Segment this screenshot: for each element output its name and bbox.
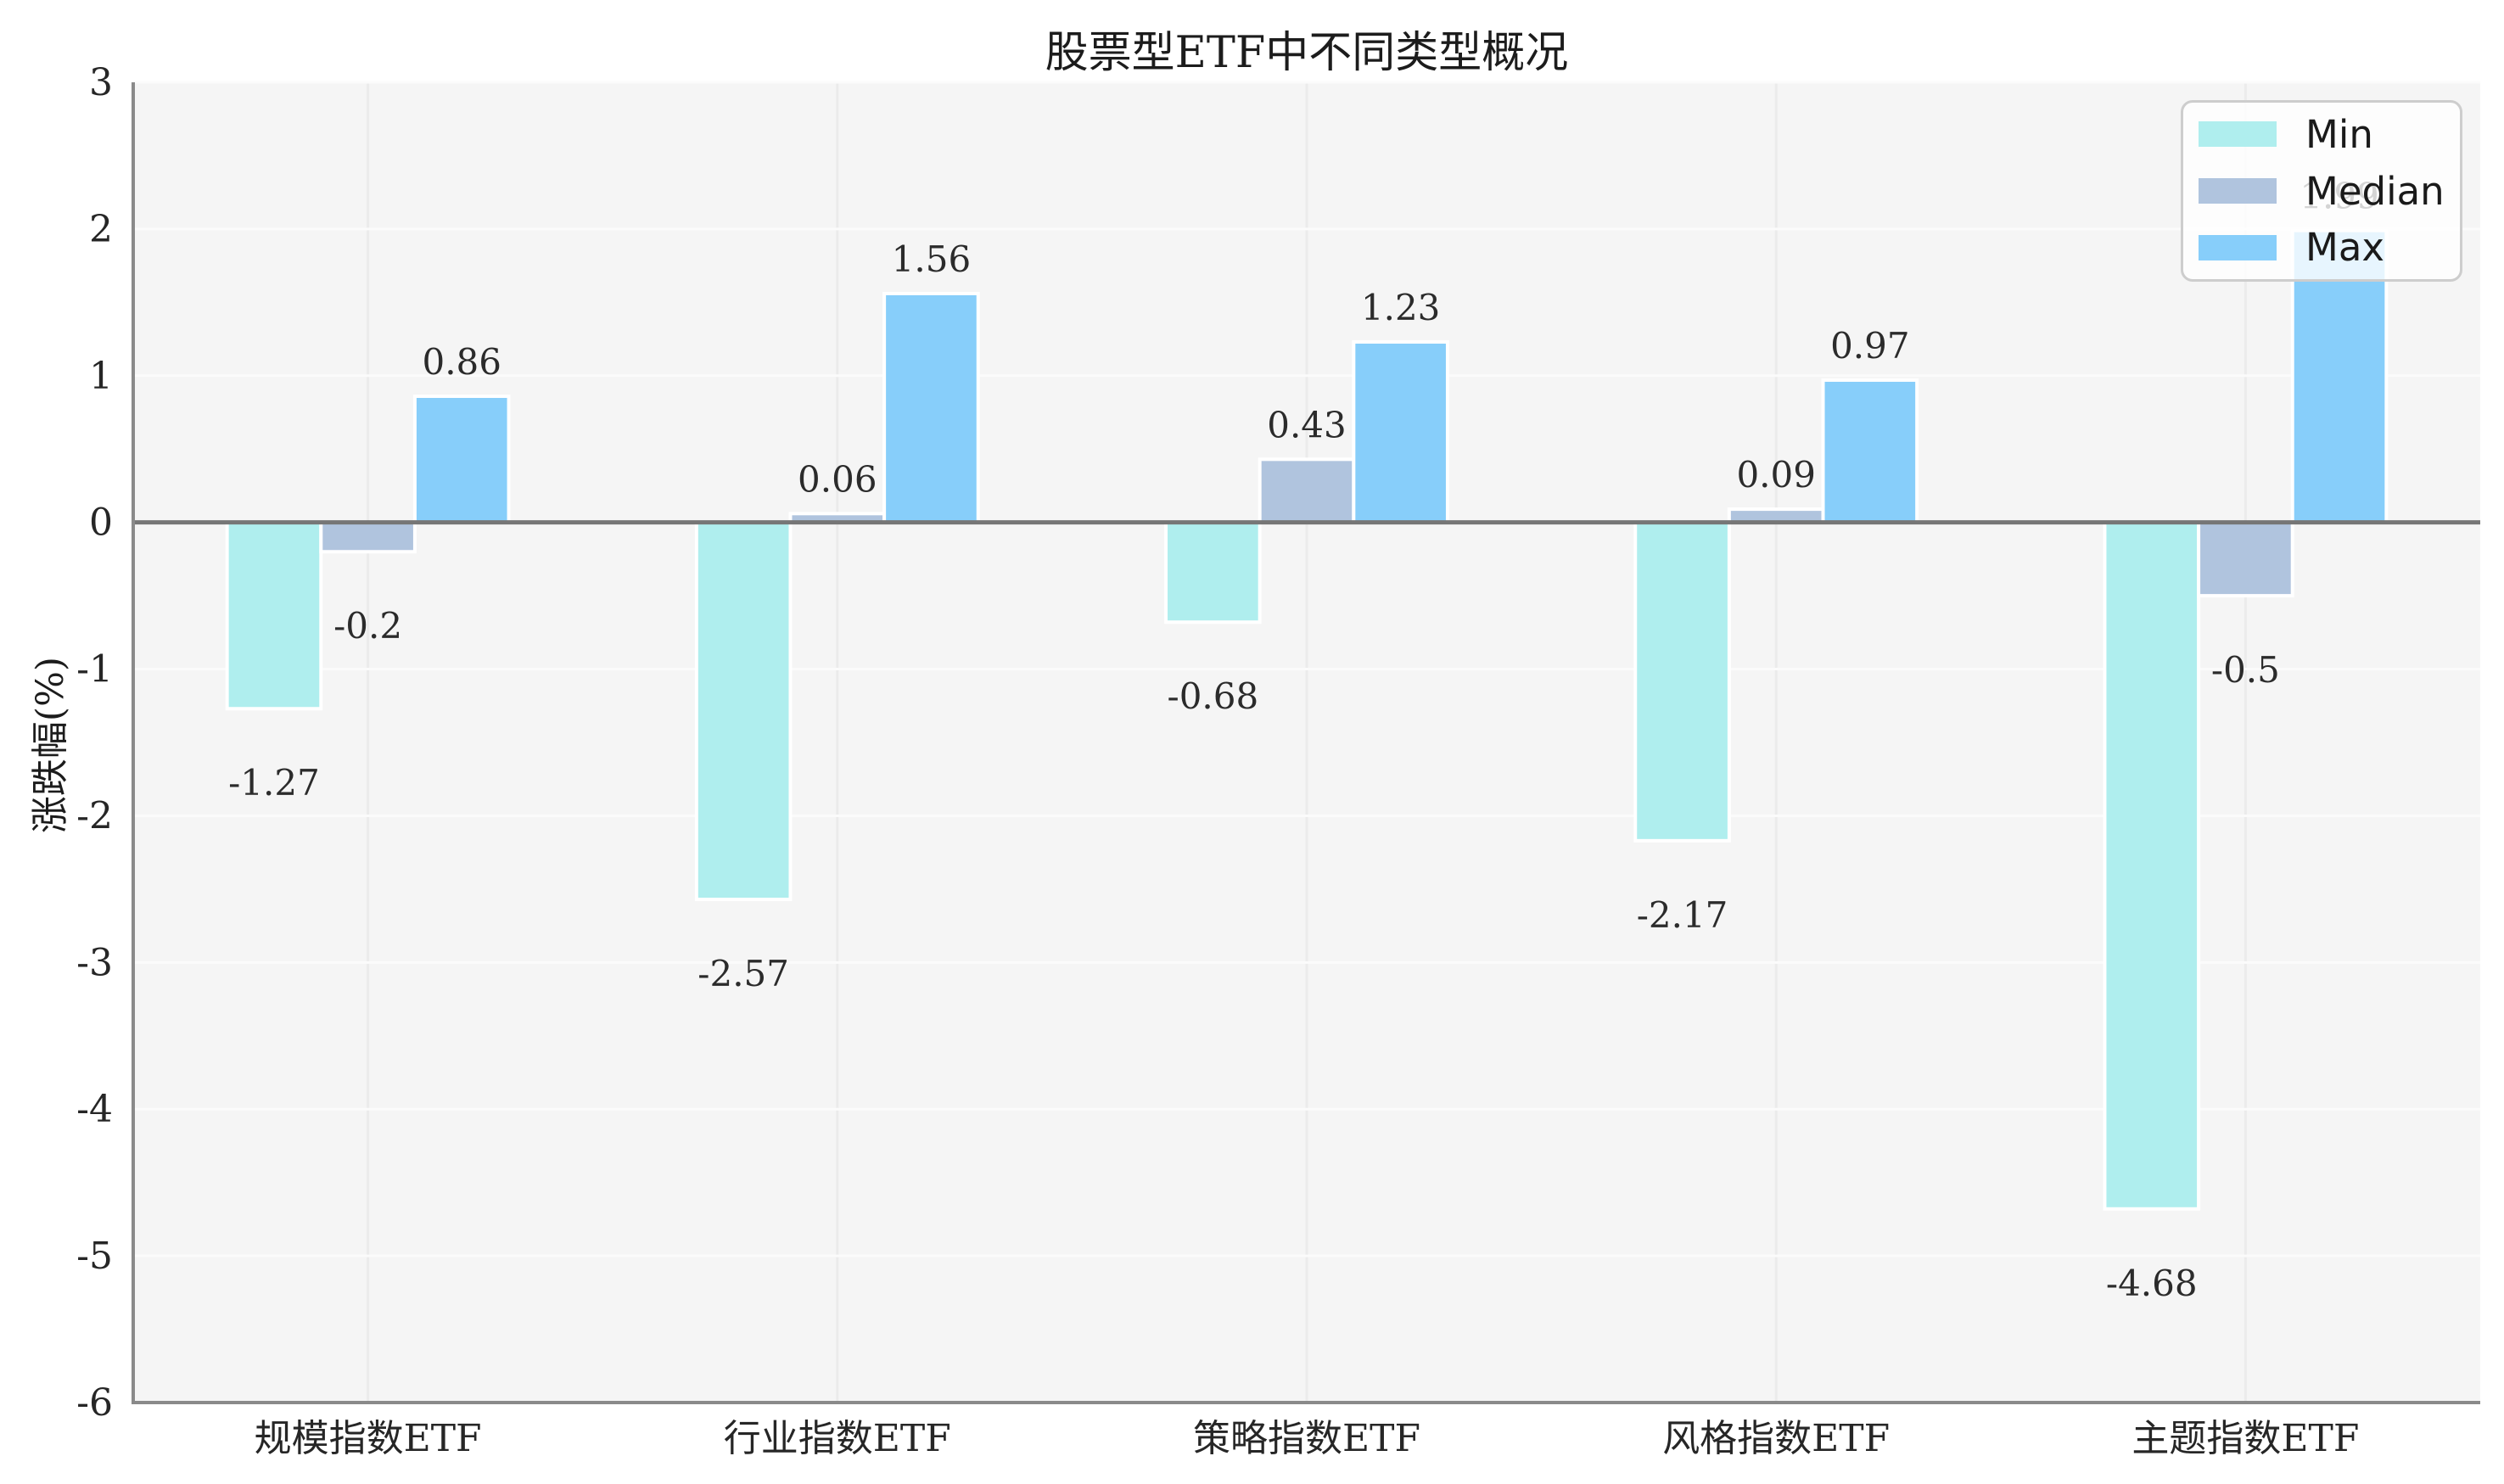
legend: Min Median Max	[2181, 100, 2462, 282]
value-label-min-1: -2.57	[697, 953, 789, 994]
bar-max-1	[882, 291, 980, 524]
legend-label-max: Max	[2305, 225, 2385, 271]
legend-swatch-max-icon	[2199, 234, 2277, 260]
bar-min-2	[1164, 520, 1262, 624]
x-tick-label-1: 行业指数ETF	[724, 1417, 951, 1460]
bar-median-4	[2197, 520, 2294, 598]
x-tick-label-3: 风格指数ETF	[1662, 1417, 1890, 1460]
bar-median-0	[319, 520, 417, 554]
bar-median-2	[1258, 457, 1356, 524]
bar-min-4	[2103, 520, 2201, 1211]
legend-swatch-median-icon	[2199, 178, 2277, 204]
value-label-median-4: -0.5	[2211, 649, 2280, 691]
bar-min-3	[1633, 520, 1731, 843]
legend-item-max: Max	[2183, 219, 2460, 276]
bar-min-1	[694, 520, 793, 901]
value-label-median-1: 0.06	[798, 458, 877, 500]
legend-item-min: Min	[2183, 106, 2460, 163]
y-tick-label--6: -6	[76, 1381, 113, 1425]
value-label-min-0: -1.27	[228, 762, 320, 804]
y-tick-label-1: 1	[89, 355, 113, 398]
value-label-max-2: 1.23	[1361, 287, 1441, 328]
y-tick-label-0: 0	[89, 501, 113, 545]
bar-min-0	[225, 520, 323, 711]
value-label-median-0: -0.2	[333, 605, 402, 647]
x-tick-label-0: 规模指数ETF	[255, 1417, 482, 1460]
bar-max-0	[412, 394, 511, 524]
value-label-min-3: -2.17	[1637, 894, 1728, 936]
value-label-max-1: 1.56	[892, 238, 972, 280]
value-label-min-2: -0.68	[1168, 675, 1259, 717]
bar-max-3	[1821, 378, 1919, 524]
y-tick-label-2: 2	[89, 208, 113, 251]
chart-title: 股票型ETF中不同类型概况	[1045, 28, 1569, 78]
legend-item-median: Median	[2183, 163, 2460, 220]
x-tick-label-4: 主题指数ETF	[2131, 1417, 2359, 1460]
value-label-max-0: 0.86	[422, 341, 501, 383]
y-axis-label: 涨跌幅(%)	[29, 656, 72, 834]
bar-max-2	[1352, 340, 1449, 524]
y-tick-label-3: 3	[89, 61, 113, 104]
legend-label-min: Min	[2305, 111, 2373, 157]
y-tick-label--4: -4	[76, 1088, 113, 1131]
y-tick-label--2: -2	[76, 794, 113, 837]
y-tick-label--1: -1	[76, 648, 113, 692]
value-label-median-3: 0.09	[1736, 454, 1816, 496]
y-tick-label--5: -5	[76, 1235, 113, 1278]
legend-swatch-min-icon	[2199, 121, 2277, 148]
value-label-max-3: 0.97	[1830, 325, 1910, 367]
x-tick-label-2: 策略指数ETF	[1193, 1417, 1420, 1460]
value-label-median-2: 0.43	[1267, 404, 1347, 445]
y-tick-label--3: -3	[76, 941, 113, 984]
value-label-min-4: -4.68	[2106, 1263, 2198, 1304]
legend-label-median: Median	[2305, 168, 2445, 214]
